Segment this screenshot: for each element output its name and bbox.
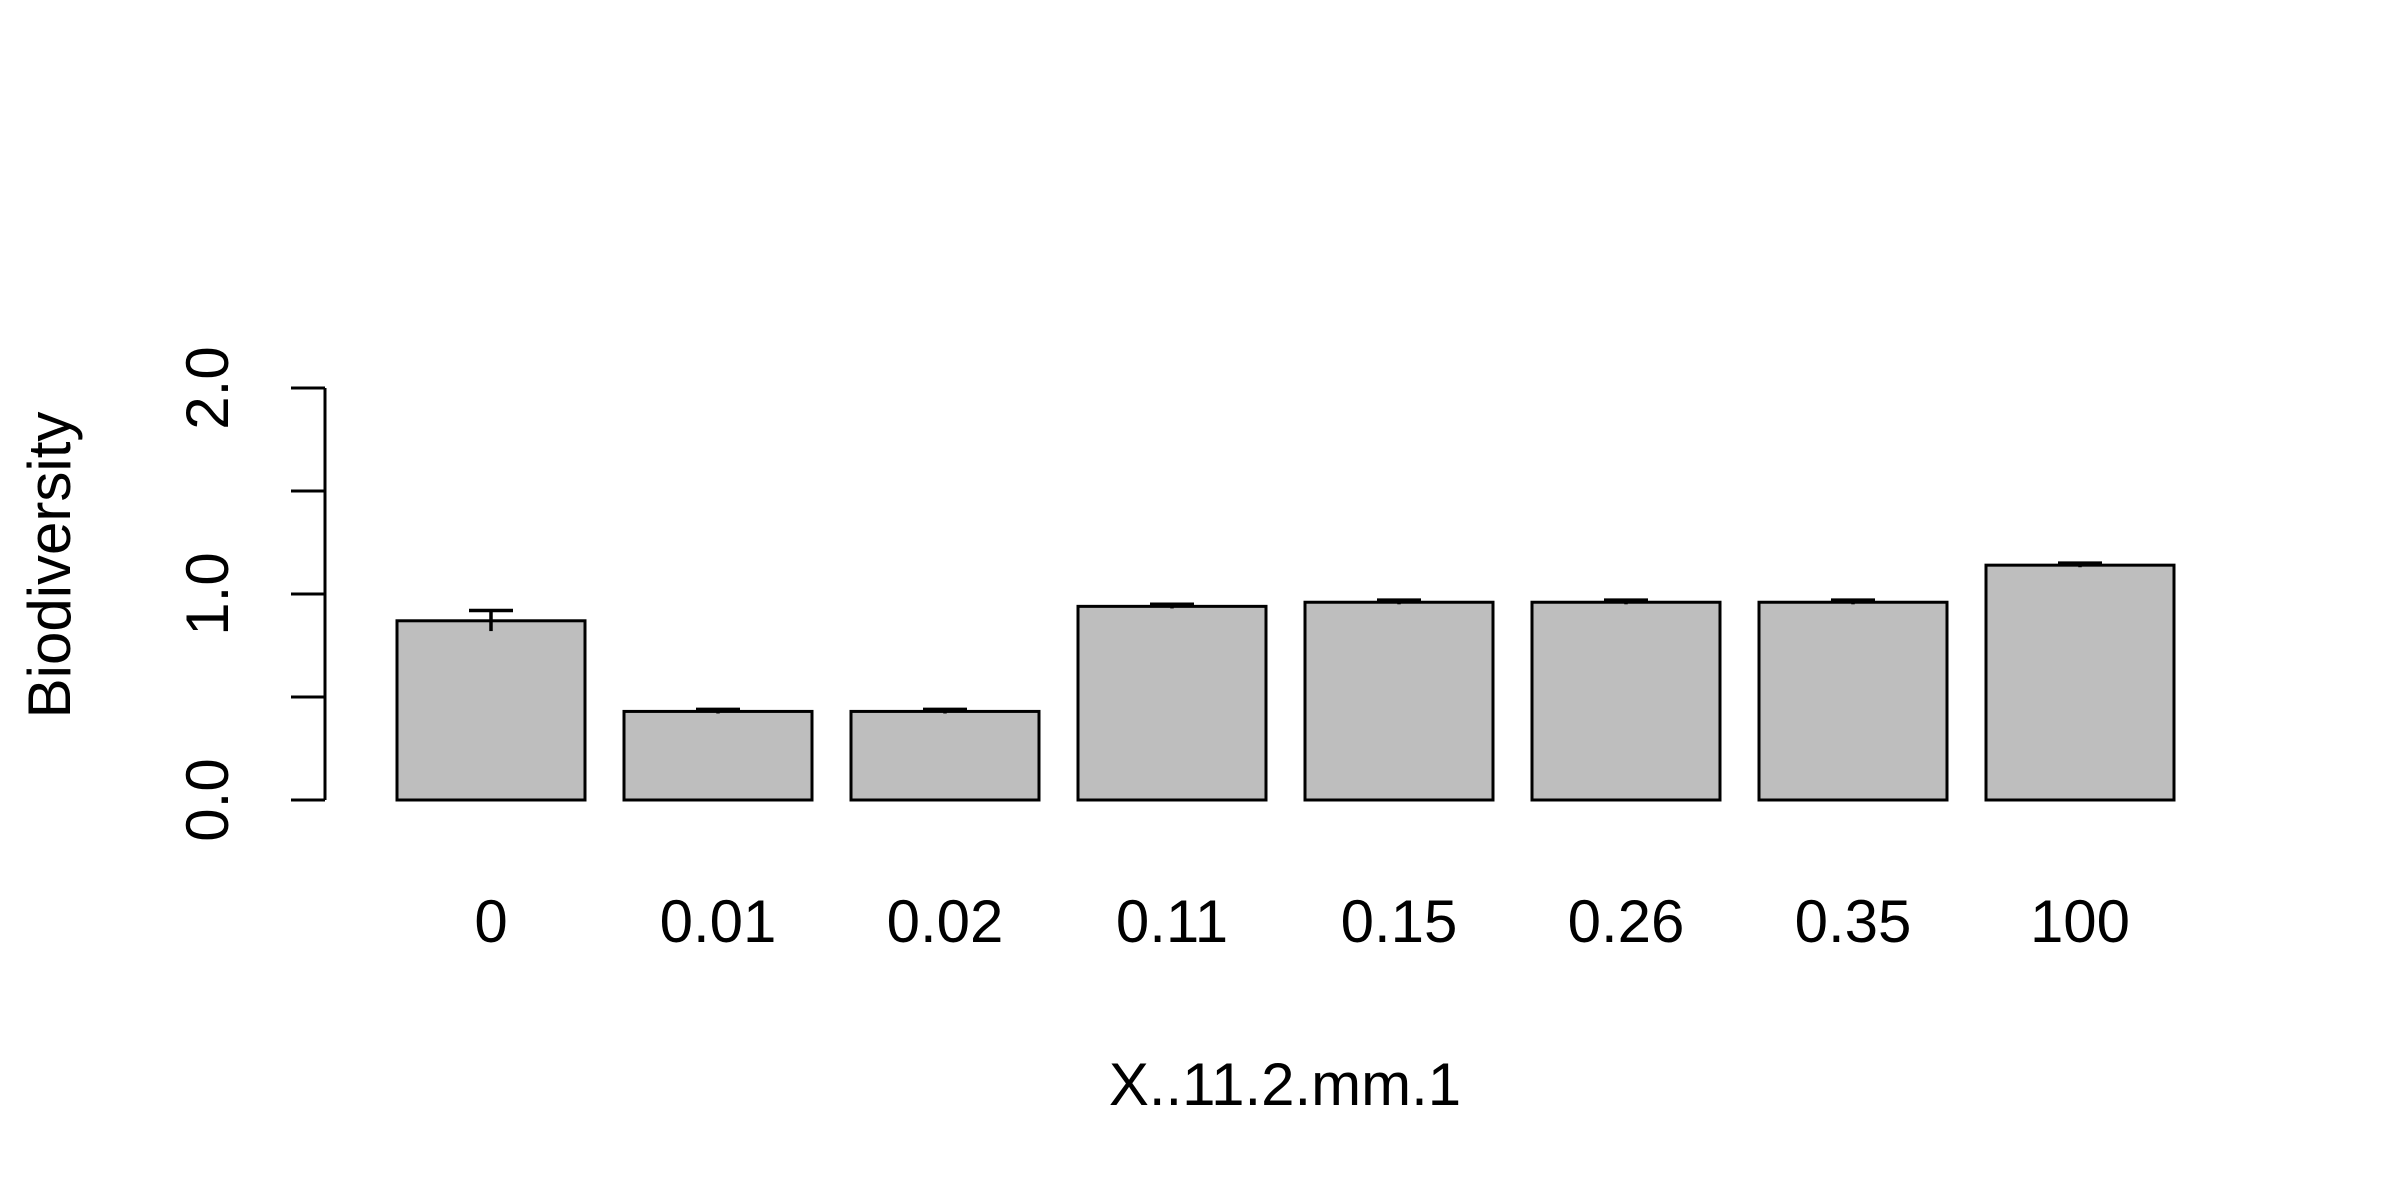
bar xyxy=(1984,563,2176,802)
y-tick-label: 1.0 xyxy=(174,552,241,635)
y-tick-label: 0.0 xyxy=(174,758,241,841)
bar xyxy=(622,709,814,802)
x-tick-label: 100 xyxy=(2030,888,2130,955)
y-axis-title: Biodiversity xyxy=(16,412,83,719)
error-bar xyxy=(1150,602,1194,609)
error-bar xyxy=(1604,598,1648,605)
error-bar xyxy=(923,707,967,714)
x-tick-label: 0.26 xyxy=(1568,888,1685,955)
x-tick-label: 0.01 xyxy=(660,888,777,955)
bar xyxy=(1076,604,1268,802)
bar xyxy=(1303,600,1495,802)
bar xyxy=(1757,600,1949,802)
y-tick-label: 2.0 xyxy=(174,346,241,429)
x-tick-label: 0.11 xyxy=(1116,888,1228,955)
error-bar xyxy=(696,707,740,714)
x-tick-label: 0.02 xyxy=(887,888,1004,955)
y-axis: 0.0 1.0 2.0 xyxy=(174,346,327,842)
error-bar xyxy=(1831,598,1875,605)
bar xyxy=(849,709,1041,802)
x-axis-title: X..11.2.mm.1 xyxy=(1109,1051,1461,1118)
bars-layer xyxy=(395,563,2176,802)
x-tick-label: 0.15 xyxy=(1341,888,1458,955)
x-axis-labels: 0 0.01 0.02 0.11 0.15 0.26 0.35 100 xyxy=(474,888,2130,955)
error-bar xyxy=(2058,561,2102,568)
error-bar xyxy=(469,608,513,632)
bar xyxy=(1530,600,1722,802)
x-tick-label: 0.35 xyxy=(1795,888,1912,955)
error-bars-layer xyxy=(469,561,2102,714)
bar xyxy=(395,619,587,802)
error-bar xyxy=(1377,598,1421,605)
x-tick-label: 0 xyxy=(474,888,507,955)
